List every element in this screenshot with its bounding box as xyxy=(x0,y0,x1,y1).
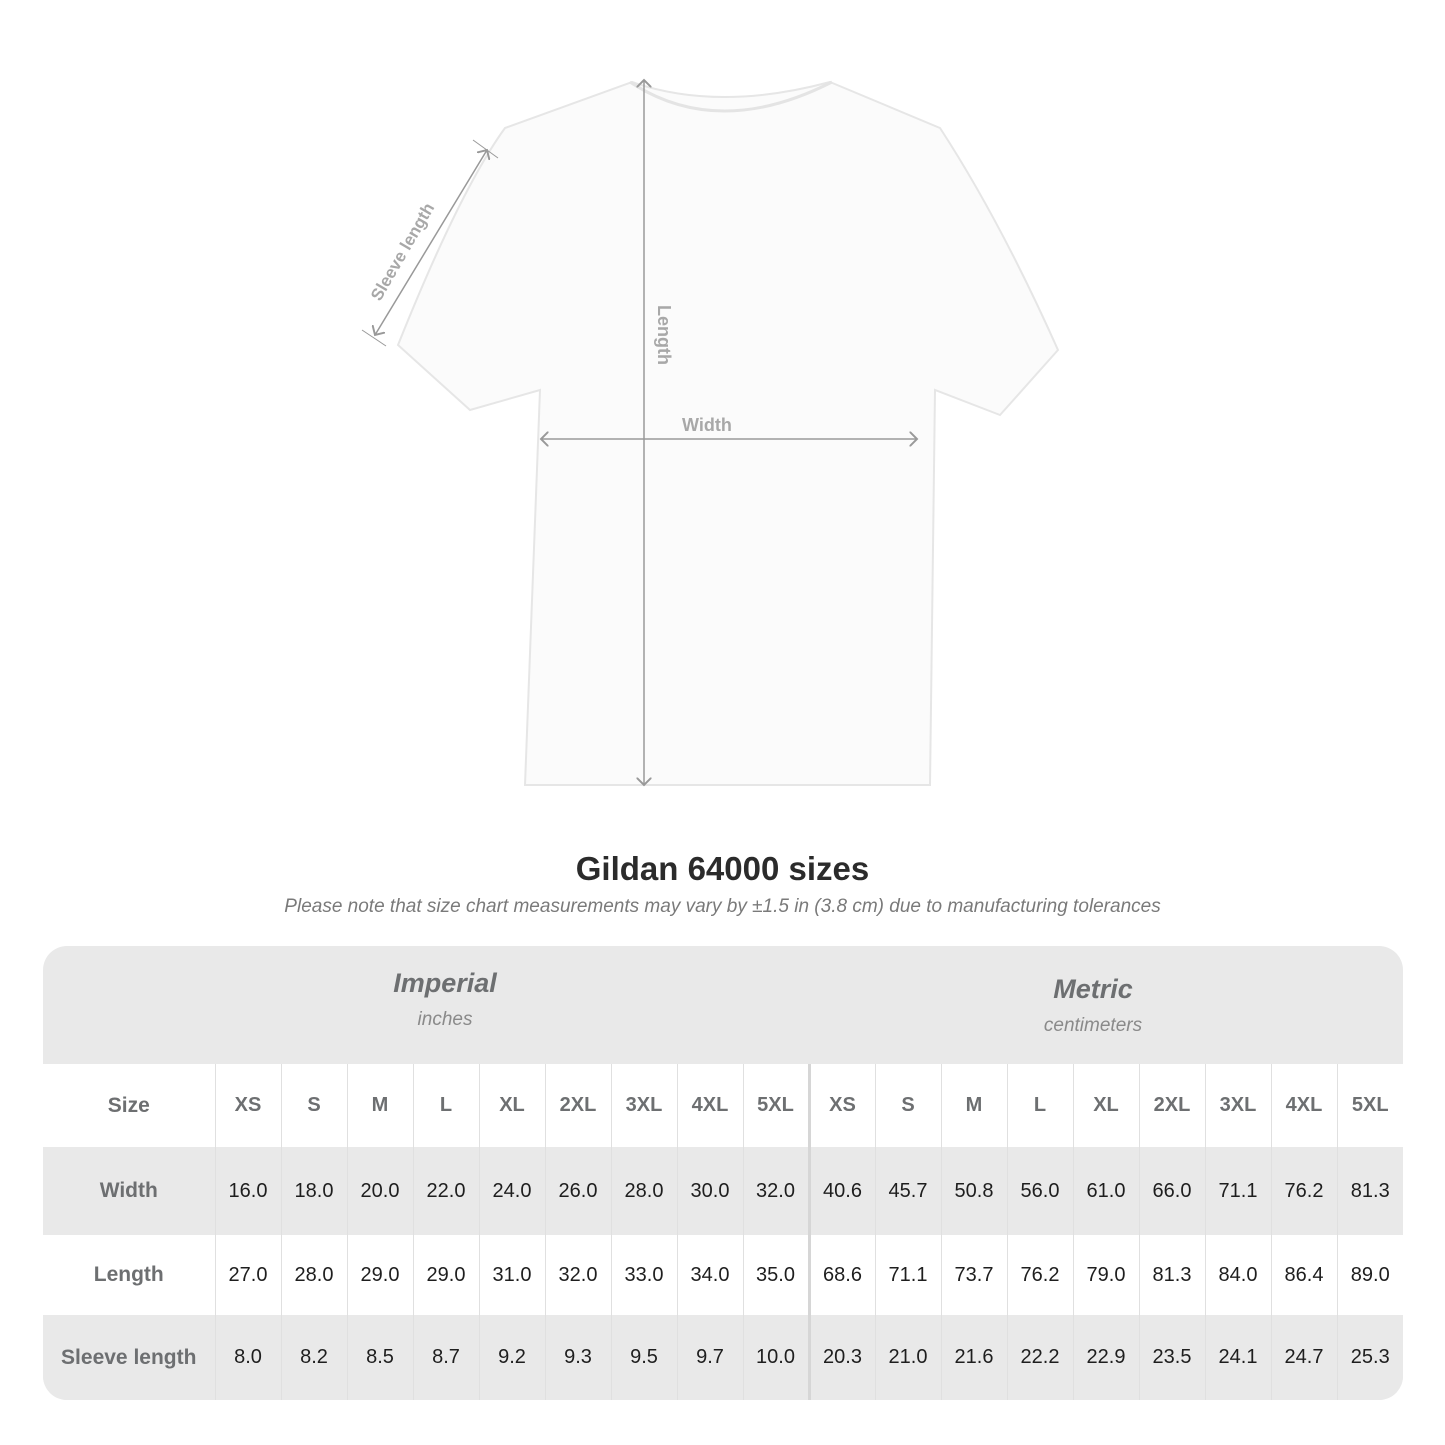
imperial-value: 9.2 xyxy=(478,1315,545,1400)
size-header: M xyxy=(346,1064,413,1147)
metric-value: 84.0 xyxy=(1204,1235,1271,1315)
metric-header: Metric centimeters xyxy=(893,974,1293,1037)
metric-value: 23.5 xyxy=(1138,1315,1205,1400)
imperial-value: 22.0 xyxy=(412,1147,479,1235)
size-header: XS xyxy=(214,1064,281,1147)
size-header: L xyxy=(412,1064,479,1147)
imperial-value: 28.0 xyxy=(280,1235,347,1315)
metric-value: 86.4 xyxy=(1270,1235,1337,1315)
size-header: 4XL xyxy=(676,1064,743,1147)
metric-value: 40.6 xyxy=(807,1147,875,1235)
metric-value: 71.1 xyxy=(874,1235,941,1315)
table-row: Width 16.0 18.0 20.0 22.0 24.0 26.0 28.0 30.0 32.… xyxy=(43,1147,1403,1235)
size-header: L xyxy=(1006,1064,1073,1147)
size-chart: Imperial inches Metric centimeters Size X… xyxy=(43,946,1403,1400)
metric-value: 73.7 xyxy=(940,1235,1007,1315)
imperial-value: 31.0 xyxy=(478,1235,545,1315)
imperial-value: 29.0 xyxy=(346,1235,413,1315)
table-row: Sleeve length 8.0 8.2 8.5 8.7 9.2 9.3 9.5 9.7 10.… xyxy=(43,1315,1403,1400)
row-label: Sleeve length xyxy=(43,1315,215,1400)
width-label: Width xyxy=(682,415,732,435)
metric-value: 76.2 xyxy=(1006,1235,1073,1315)
imperial-value: 24.0 xyxy=(478,1147,545,1235)
tolerance-note: Please note that size chart measurements… xyxy=(284,896,1161,917)
size-header: S xyxy=(874,1064,941,1147)
metric-value: 61.0 xyxy=(1072,1147,1139,1235)
imperial-value: 27.0 xyxy=(214,1235,281,1315)
size-label: Size xyxy=(43,1064,215,1147)
imperial-value: 9.7 xyxy=(676,1315,743,1400)
metric-value: 24.7 xyxy=(1270,1315,1337,1400)
metric-title: Metric xyxy=(1053,974,1133,1004)
length-label: Length xyxy=(654,305,674,365)
size-header: XL xyxy=(478,1064,545,1147)
imperial-value: 8.2 xyxy=(280,1315,347,1400)
imperial-value: 34.0 xyxy=(676,1235,743,1315)
imperial-value: 33.0 xyxy=(610,1235,677,1315)
size-header: 4XL xyxy=(1270,1064,1337,1147)
imperial-value: 10.0 xyxy=(742,1315,809,1400)
page-title: Gildan 64000 sizes xyxy=(575,850,870,887)
size-header: S xyxy=(280,1064,347,1147)
imperial-value: 28.0 xyxy=(610,1147,677,1235)
metric-value: 21.0 xyxy=(874,1315,941,1400)
size-header: 5XL xyxy=(1336,1064,1403,1147)
imperial-value: 8.7 xyxy=(412,1315,479,1400)
metric-value: 89.0 xyxy=(1336,1235,1403,1315)
imperial-value: 26.0 xyxy=(544,1147,611,1235)
metric-value: 24.1 xyxy=(1204,1315,1271,1400)
imperial-value: 29.0 xyxy=(412,1235,479,1315)
imperial-value: 32.0 xyxy=(544,1235,611,1315)
metric-value: 81.3 xyxy=(1138,1235,1205,1315)
metric-value: 56.0 xyxy=(1006,1147,1073,1235)
metric-value: 66.0 xyxy=(1138,1147,1205,1235)
size-header: 3XL xyxy=(610,1064,677,1147)
size-header: 5XL xyxy=(742,1064,809,1147)
size-header-row: Size XS S M L XL 2XL 3XL 4XL 5XL XS S M L XL 2XL 3XL 4XL 5… xyxy=(43,1064,1403,1147)
imperial-unit: inches xyxy=(417,1009,473,1030)
metric-value: 22.2 xyxy=(1006,1315,1073,1400)
metric-value: 45.7 xyxy=(874,1147,941,1235)
metric-value: 68.6 xyxy=(807,1235,875,1315)
tshirt-diagram: Sleeve length Length Width xyxy=(361,0,1060,830)
metric-value: 25.3 xyxy=(1336,1315,1403,1400)
imperial-value: 16.0 xyxy=(214,1147,281,1235)
imperial-value: 9.5 xyxy=(610,1315,677,1400)
metric-value: 21.6 xyxy=(940,1315,1007,1400)
metric-value: 22.9 xyxy=(1072,1315,1139,1400)
table-row: Length 27.0 28.0 29.0 29.0 31.0 32.0 33.0 34.0 35… xyxy=(43,1235,1403,1315)
imperial-value: 8.5 xyxy=(346,1315,413,1400)
sleeve-measure-line xyxy=(375,150,487,335)
imperial-value: 18.0 xyxy=(280,1147,347,1235)
imperial-value: 32.0 xyxy=(742,1147,809,1235)
imperial-title: Imperial xyxy=(393,968,497,998)
imperial-value: 20.0 xyxy=(346,1147,413,1235)
metric-unit: centimeters xyxy=(1043,1015,1143,1036)
size-header: M xyxy=(940,1064,1007,1147)
row-label: Width xyxy=(43,1147,215,1235)
size-header: XL xyxy=(1072,1064,1139,1147)
size-table: Size XS S M L XL 2XL 3XL 4XL 5XL XS S M L XL 2XL 3XL 4XL 5… xyxy=(43,1064,1403,1400)
size-header: XS xyxy=(807,1064,875,1147)
row-label: Length xyxy=(43,1235,215,1315)
size-header: 3XL xyxy=(1204,1064,1271,1147)
metric-value: 71.1 xyxy=(1204,1147,1271,1235)
imperial-value: 8.0 xyxy=(214,1315,281,1400)
imperial-value: 30.0 xyxy=(676,1147,743,1235)
imperial-header: Imperial inches xyxy=(245,968,645,1031)
imperial-value: 9.3 xyxy=(544,1315,611,1400)
size-header: 2XL xyxy=(1138,1064,1205,1147)
metric-value: 81.3 xyxy=(1336,1147,1403,1235)
metric-value: 79.0 xyxy=(1072,1235,1139,1315)
metric-value: 50.8 xyxy=(940,1147,1007,1235)
metric-value: 76.2 xyxy=(1270,1147,1337,1235)
imperial-value: 35.0 xyxy=(742,1235,809,1315)
metric-value: 20.3 xyxy=(807,1315,875,1400)
size-header: 2XL xyxy=(544,1064,611,1147)
